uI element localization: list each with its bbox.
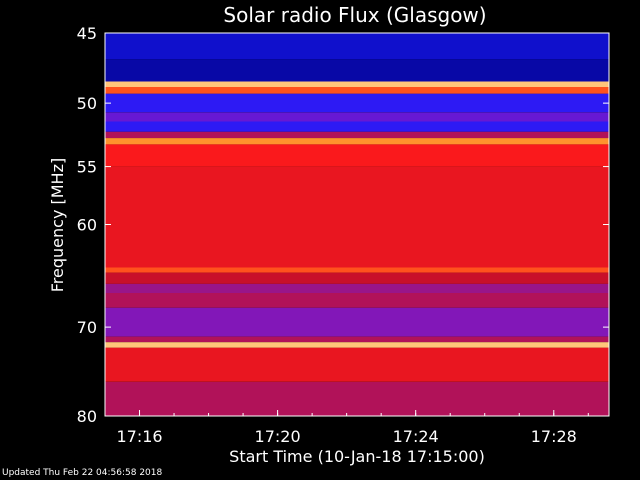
- spectrum-band-9: [105, 144, 609, 167]
- spectrum-band-16: [105, 336, 609, 343]
- x-tick-label: 17:16: [116, 427, 162, 446]
- spectrum-band-19: [105, 381, 609, 416]
- spectrum-band-18: [105, 347, 609, 382]
- spectrum-band-3: [105, 87, 609, 94]
- spectrum-band-13: [105, 283, 609, 293]
- y-axis: 45 50 55 60 70 80: [77, 24, 609, 426]
- y-tick-label: 80: [77, 407, 97, 426]
- spectrum-band-12: [105, 272, 609, 284]
- spectrum-band-17: [105, 342, 609, 348]
- x-tick-label: 17:28: [531, 427, 577, 446]
- chart-title: Solar radio Flux (Glasgow): [223, 3, 486, 27]
- spectrum-band-14: [105, 293, 609, 308]
- y-tick-label: 55: [77, 158, 97, 177]
- y-tick-label: 70: [77, 318, 97, 337]
- spectrum-band-11: [105, 267, 609, 273]
- spectrum-band-8: [105, 138, 609, 145]
- spectrum-band-10: [105, 166, 609, 268]
- x-tick-label: 17:20: [255, 427, 301, 446]
- updated-timestamp: Updated Thu Feb 22 04:56:58 2018: [2, 468, 163, 478]
- spectrum-band-2: [105, 81, 609, 87]
- plot-area: [104, 32, 610, 417]
- spectrum-band-7: [105, 131, 609, 139]
- spectrum-band-6: [105, 121, 609, 132]
- x-axis: 17:16 17:20 17:24 17:28: [116, 410, 589, 446]
- y-axis-label: Frequency [MHz]: [48, 158, 67, 292]
- spectrum-band-0: [105, 33, 609, 60]
- spectrum-band-15: [105, 307, 609, 337]
- x-tick-label: 17:24: [393, 427, 439, 446]
- spectrum-band-4: [105, 93, 609, 113]
- y-tick-label: 60: [77, 216, 97, 235]
- spectrum-band-1: [105, 59, 609, 82]
- y-tick-label: 50: [77, 94, 97, 113]
- spectrum-band-5: [105, 112, 609, 122]
- x-axis-label: Start Time (10-Jan-18 17:15:00): [229, 447, 485, 466]
- y-tick-label: 45: [77, 24, 97, 43]
